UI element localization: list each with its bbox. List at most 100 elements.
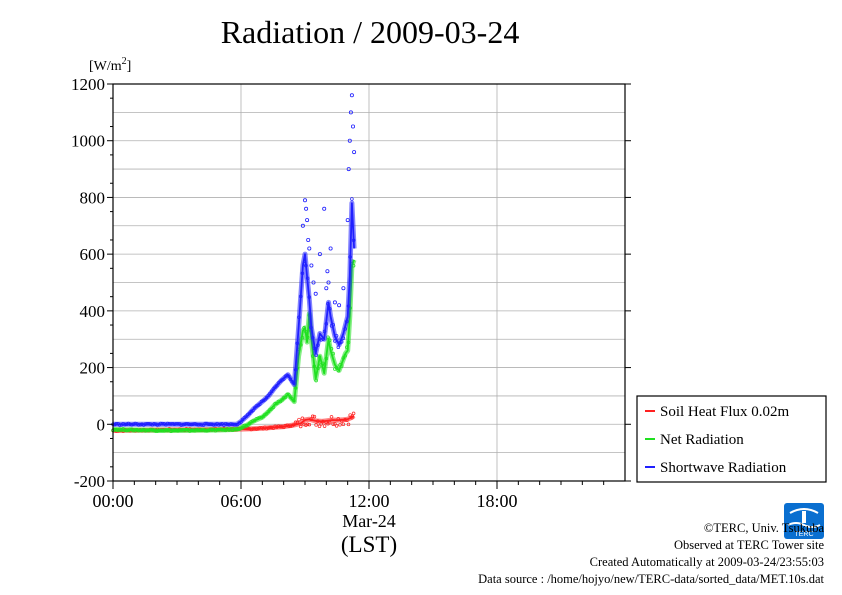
series-point-shortwave-radiation [205,421,209,426]
series-point-shortwave-radiation [225,422,230,427]
series-point-soil-heat-flux-0-02m [310,414,315,419]
series-point-net-radiation [128,427,132,431]
series-point-shortwave-radiation [240,417,245,422]
series-point-shortwave-radiation [160,421,165,426]
series-point-net-radiation [179,428,184,432]
series-point-shortwave-radiation [232,423,236,427]
series-point-soil-heat-flux-0-02m [309,417,313,421]
series-point-shortwave-radiation [170,422,175,426]
series-point-soil-heat-flux-0-02m [252,427,257,431]
series-point-shortwave-radiation [189,422,194,427]
series-point-shortwave-radiation [135,422,139,426]
series-point-net-radiation [155,429,160,433]
series-point-shortwave-radiation [150,423,155,427]
series-point-net-radiation [136,428,141,433]
series-point-shortwave-radiation [316,343,320,347]
legend-entry-soil-heat-flux: Soil Heat Flux 0.02m [645,404,790,420]
series-point-net-radiation [266,409,271,414]
x-tick-label: 18:00 [476,491,517,511]
series-point-net-radiation [165,428,170,433]
series-point-net-radiation [172,428,177,433]
series-point-net-radiation [182,428,187,432]
series-point-shortwave-radiation [196,423,201,427]
series-point-soil-heat-flux-0-02m [300,416,305,421]
outlier-point [326,280,331,285]
outlier-point [352,150,357,155]
series-point-net-radiation [143,429,148,433]
series-point-net-radiation [184,428,189,432]
series-point-shortwave-radiation [326,301,330,306]
series-point-soil-heat-flux-0-02m [287,424,291,428]
series-point-shortwave-radiation [230,422,235,427]
series-point-net-radiation [287,393,291,397]
series-point-net-radiation [276,399,281,404]
series-point-shortwave-radiation [287,374,291,378]
series-point-net-radiation [280,398,284,402]
legend-box [636,395,827,483]
series-point-shortwave-radiation [174,421,178,426]
series-point-shortwave-radiation [310,335,315,340]
outlier-point [332,300,337,305]
series-point-net-radiation [263,412,267,417]
series-point-soil-heat-flux-0-02m [329,415,334,419]
series-point-net-radiation [210,428,214,432]
series-point-shortwave-radiation [148,422,153,426]
series-point-shortwave-radiation [334,333,339,338]
outlier-point [311,280,316,285]
credits-block: ©TERC, Univ. Tsukuba Observed at TERC To… [478,520,824,588]
series-point-net-radiation [327,338,332,343]
x-axis-label: (LST) [341,532,397,557]
outlier-point [350,124,355,129]
series-point-net-radiation [322,362,327,367]
series-line-shortwave-radiation [113,202,355,426]
series-point-shortwave-radiation [251,408,255,413]
series-point-net-radiation [123,428,127,433]
series-point-net-radiation [218,427,223,431]
series-point-shortwave-radiation [239,420,243,424]
series-point-soil-heat-flux-0-02m [312,414,317,419]
series-point-shortwave-radiation [350,197,354,201]
series-point-soil-heat-flux-0-02m [316,419,320,423]
series-point-shortwave-radiation [307,295,312,299]
series-point-soil-heat-flux-0-02m [275,425,279,429]
series-point-net-radiation [249,420,253,424]
series-point-net-radiation [203,428,207,433]
series-point-soil-heat-flux-0-02m [298,424,303,429]
site-text: Observed at TERC Tower site [673,538,824,552]
series-point-shortwave-radiation [138,423,143,427]
series-point-net-radiation [346,340,351,345]
series-point-shortwave-radiation [199,423,204,427]
series-point-net-radiation [292,398,296,403]
legend: Soil Heat Flux 0.02m Net Radiation Short… [636,395,827,483]
series-point-net-radiation [304,329,308,334]
series-point-shortwave-radiation [261,398,265,403]
series-point-soil-heat-flux-0-02m [302,422,306,427]
series-point-soil-heat-flux-0-02m [314,423,318,427]
series-point-shortwave-radiation [346,304,351,308]
series-point-net-radiation [275,401,279,406]
outlier-point [345,218,350,223]
series-point-net-radiation [235,427,240,431]
series-point-shortwave-radiation [275,384,279,388]
series-point-shortwave-radiation [351,238,356,242]
series-point-shortwave-radiation [130,423,134,427]
outlier-point [324,286,329,291]
series-point-net-radiation [138,428,143,432]
y-tick-label: 1200 [71,75,105,94]
series-point-shortwave-radiation [331,322,335,327]
series-point-net-radiation [153,429,158,433]
shortwave-outlier-points [300,93,357,308]
y-tick-label: 1000 [71,132,105,151]
series-point-net-radiation [157,429,161,433]
series-point-net-radiation [264,412,269,416]
series-point-shortwave-radiation [302,262,306,266]
series-point-net-radiation [114,427,119,432]
series-point-net-radiation [213,428,218,433]
logo-text: TERC [794,531,813,538]
series-point-shortwave-radiation [140,422,144,427]
series-point-soil-heat-flux-0-02m [351,411,356,416]
series-point-net-radiation [189,428,194,433]
series-point-shortwave-radiation [145,422,149,426]
series-point-soil-heat-flux-0-02m [268,425,272,430]
y-tick-label: -200 [74,472,105,491]
